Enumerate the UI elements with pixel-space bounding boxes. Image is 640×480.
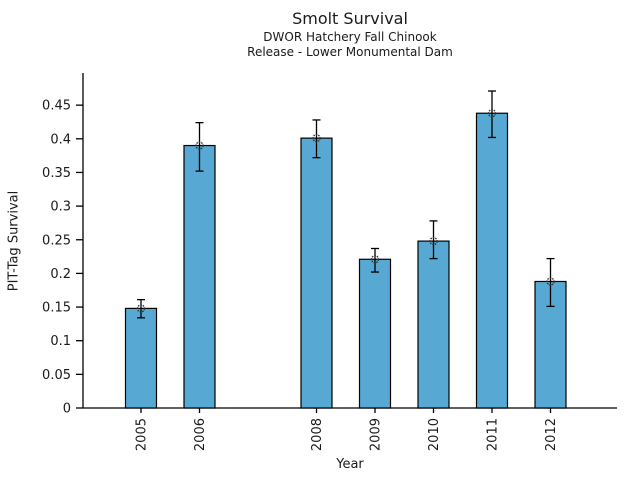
point-marker-2005 [136, 304, 146, 313]
y-tick-label: 0.3 [50, 200, 71, 215]
bar-2006 [183, 144, 216, 409]
point-marker-2012 [546, 277, 555, 286]
bar-2009 [358, 258, 392, 409]
x-tick-label-2008: 2008 [310, 418, 325, 451]
y-tick-label: 0.35 [42, 166, 71, 181]
point-marker-2008 [312, 133, 321, 143]
x-tick-label-2011: 2011 [486, 418, 501, 451]
y-tick-label: 0.1 [50, 334, 71, 349]
point-marker-2006 [195, 141, 204, 150]
x-tick-label-2005: 2005 [135, 418, 150, 451]
y-tick-label: 0.25 [42, 233, 71, 248]
y-tick-label: 0.2 [50, 267, 71, 282]
y-tick-label: 0.15 [42, 301, 71, 316]
x-tick-label-2006: 2006 [193, 418, 208, 451]
bar-2011 [475, 112, 509, 409]
x-axis-label: Year [336, 457, 364, 472]
x-tick-label-2010: 2010 [427, 418, 442, 451]
bar-2010 [417, 240, 450, 409]
point-marker-2010 [429, 236, 438, 246]
x-tick-label-2012: 2012 [544, 418, 559, 451]
y-tick-label: 0 [63, 402, 71, 417]
point-marker-2011 [487, 109, 497, 118]
chart-subtitle-line1: DWOR Hatchery Fall Chinook [263, 30, 437, 44]
chart-subtitle-line2: Release - Lower Monumental Dam [247, 45, 453, 59]
bar-2008 [300, 137, 333, 409]
bar-2005 [124, 307, 158, 409]
point-marker-2009 [370, 255, 380, 264]
y-tick-label: 0.45 [42, 99, 71, 114]
x-tick-label-2009: 2009 [369, 418, 384, 451]
chart-title: Smolt Survival [292, 9, 408, 28]
y-tick-label: 0.05 [42, 368, 71, 383]
y-tick-label: 0.4 [50, 132, 71, 147]
